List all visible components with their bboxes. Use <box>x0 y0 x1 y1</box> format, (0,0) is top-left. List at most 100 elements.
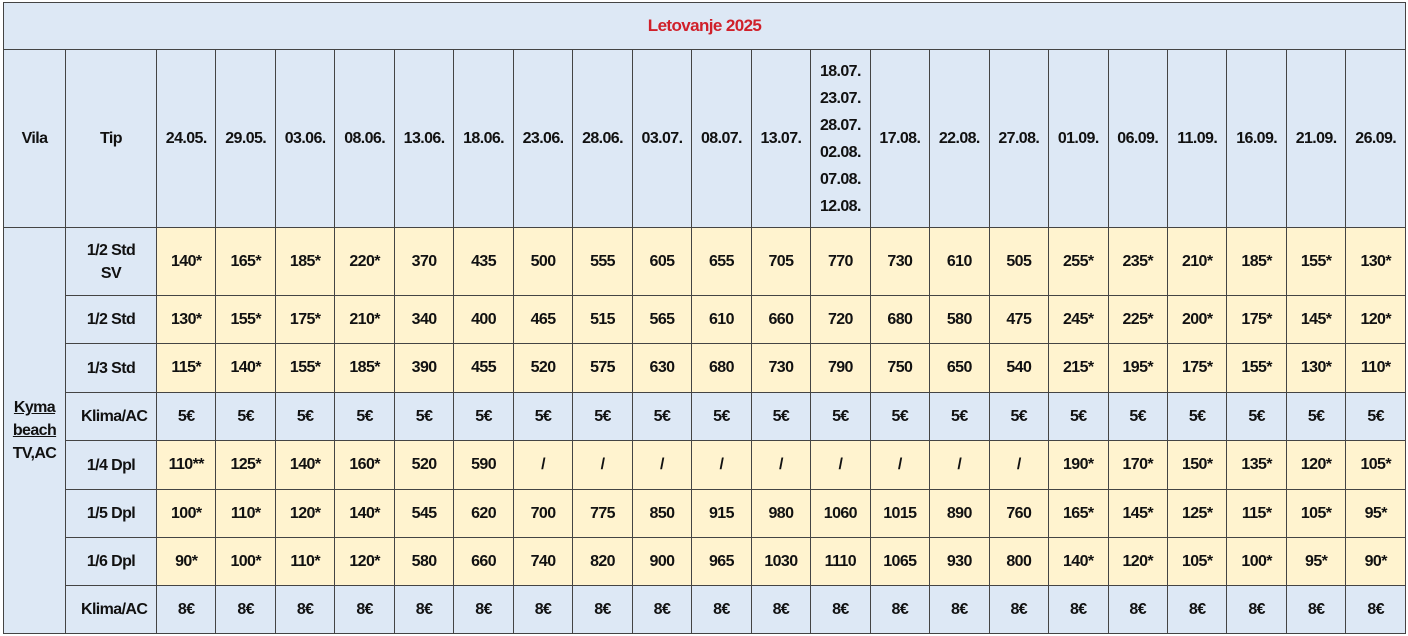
price-cell: 370 <box>393 227 455 296</box>
price-cell: 660 <box>453 537 514 586</box>
price-cell: 125* <box>1166 489 1228 538</box>
price-cell: 210* <box>334 295 395 344</box>
price-cell: 8€ <box>869 585 931 634</box>
vila-label: Kyma beach TV,AC <box>9 396 61 465</box>
price-cell: 390 <box>393 343 455 393</box>
date-line: 07.08. <box>819 170 861 188</box>
price-cell: 5€ <box>453 392 514 441</box>
price-row: Kyma beach TV,AC 1/2 Std SV 140* 165* 185* 220… <box>3 227 1407 634</box>
vila-cell: Kyma beach TV,AC <box>3 227 66 634</box>
price-cell: 125* <box>215 440 276 490</box>
date-cell: 11.09. <box>1166 49 1228 228</box>
price-cell: 140* <box>155 227 217 296</box>
price-cell: 120* <box>1345 295 1407 344</box>
price-cell: 900 <box>631 537 693 586</box>
price-cell: 110* <box>1345 343 1407 393</box>
price-cell: 545 <box>393 489 455 538</box>
price-cell: / <box>750 440 812 490</box>
tip-label: 1/2 Std SV <box>86 241 136 282</box>
price-cell: 8€ <box>274 585 336 634</box>
price-row: 1/2 Std 130* 155* 175* 210* 340 400 465 515 565 61… <box>4 295 1407 344</box>
tip-cell: 1/5 Dpl <box>65 489 157 538</box>
price-cell: 720 <box>810 295 871 344</box>
price-cell: 520 <box>512 343 574 393</box>
price-cell: 200* <box>1166 295 1228 344</box>
vila-link[interactable]: Kyma beach <box>12 399 57 439</box>
price-cell: 90* <box>1345 537 1407 586</box>
price-cell: 730 <box>750 343 812 393</box>
price-cell: 155* <box>274 343 336 393</box>
price-cell: 5€ <box>155 392 217 441</box>
price-cell: 650 <box>929 343 990 393</box>
tip-cell: 1/4 Dpl <box>65 440 157 490</box>
date-cell: 13.07. <box>750 49 812 228</box>
price-cell: 760 <box>988 489 1050 538</box>
date-cell: 22.08. <box>929 49 990 228</box>
price-cell: 170* <box>1107 440 1168 490</box>
price-cell: 1030 <box>750 537 812 586</box>
price-cell: 915 <box>691 489 752 538</box>
price-cell: 340 <box>393 295 455 344</box>
date-line: 18.07. <box>819 62 861 80</box>
price-cell: 220* <box>334 227 395 296</box>
price-cell: 145* <box>1285 295 1347 344</box>
title-row: Letovanje 2025 <box>2 2 1407 50</box>
price-cell: 850 <box>631 489 693 538</box>
price-cell: 5€ <box>810 392 871 441</box>
price-cell: 190* <box>1048 440 1109 490</box>
tip-label: 1/5 Dpl <box>86 505 136 522</box>
price-cell: 700 <box>512 489 574 538</box>
header-row: Vila Tip 24.05. 29.05. 03.06. 08.06. 13.06. 18.… <box>3 49 1407 228</box>
price-cell: 8€ <box>1285 585 1347 634</box>
tip-label: 1/2 Std <box>86 311 136 328</box>
price-cell: 580 <box>393 537 455 586</box>
price-cell: 105* <box>1345 440 1407 490</box>
price-row: 1/5 Dpl 100* 110* 120* 140* 545 620 700 775 850 91… <box>4 489 1407 538</box>
price-cell: 185* <box>1226 227 1287 296</box>
price-cell: / <box>631 440 693 490</box>
price-cell: 660 <box>750 295 812 344</box>
price-cell: 8€ <box>155 585 217 634</box>
price-cell: 890 <box>929 489 990 538</box>
price-cell: 210* <box>1166 227 1228 296</box>
date-cell: 29.05. <box>215 49 276 228</box>
date-cell: 06.09. <box>1107 49 1168 228</box>
price-cell: 105* <box>1166 537 1228 586</box>
price-cell: 8€ <box>334 585 395 634</box>
price-row: 1/3 Std 115* 140* 155* 185* 390 455 520 575 630 68… <box>4 343 1407 393</box>
tip-label: Klima/AC <box>81 601 148 618</box>
price-cell: 140* <box>215 343 276 393</box>
price-cell: 175* <box>274 295 336 344</box>
price-cell: 400 <box>453 295 514 344</box>
price-cell: 1015 <box>869 489 931 538</box>
price-cell: 135* <box>1226 440 1287 490</box>
price-cell: / <box>691 440 752 490</box>
price-cell: 505 <box>988 227 1050 296</box>
price-cell: 590 <box>453 440 514 490</box>
price-cell: 5€ <box>512 392 574 441</box>
price-cell: 130* <box>1285 343 1347 393</box>
price-cell: 620 <box>453 489 514 538</box>
price-cell: 8€ <box>1048 585 1109 634</box>
price-cell: 655 <box>691 227 752 296</box>
price-cell: 820 <box>572 537 633 586</box>
price-cell: 155* <box>1226 343 1287 393</box>
price-cell: 95* <box>1345 489 1407 538</box>
tip-cell: 1/2 Std SV <box>65 227 157 296</box>
date-cell: 03.07. <box>631 49 693 228</box>
price-cell: 740 <box>512 537 574 586</box>
price-cell: 610 <box>691 295 752 344</box>
table-title: Letovanje 2025 <box>2 2 1407 50</box>
price-cell: 540 <box>988 343 1050 393</box>
date-cell: 17.08. <box>869 49 931 228</box>
price-cell: 245* <box>1048 295 1109 344</box>
date-cell: 24.05. <box>155 49 217 228</box>
price-cell: 235* <box>1107 227 1168 296</box>
price-cell: 1065 <box>869 537 931 586</box>
date-cell: 08.07. <box>691 49 752 228</box>
price-cell: 175* <box>1166 343 1228 393</box>
price-cell: 1060 <box>810 489 871 538</box>
price-cell: 8€ <box>929 585 990 634</box>
